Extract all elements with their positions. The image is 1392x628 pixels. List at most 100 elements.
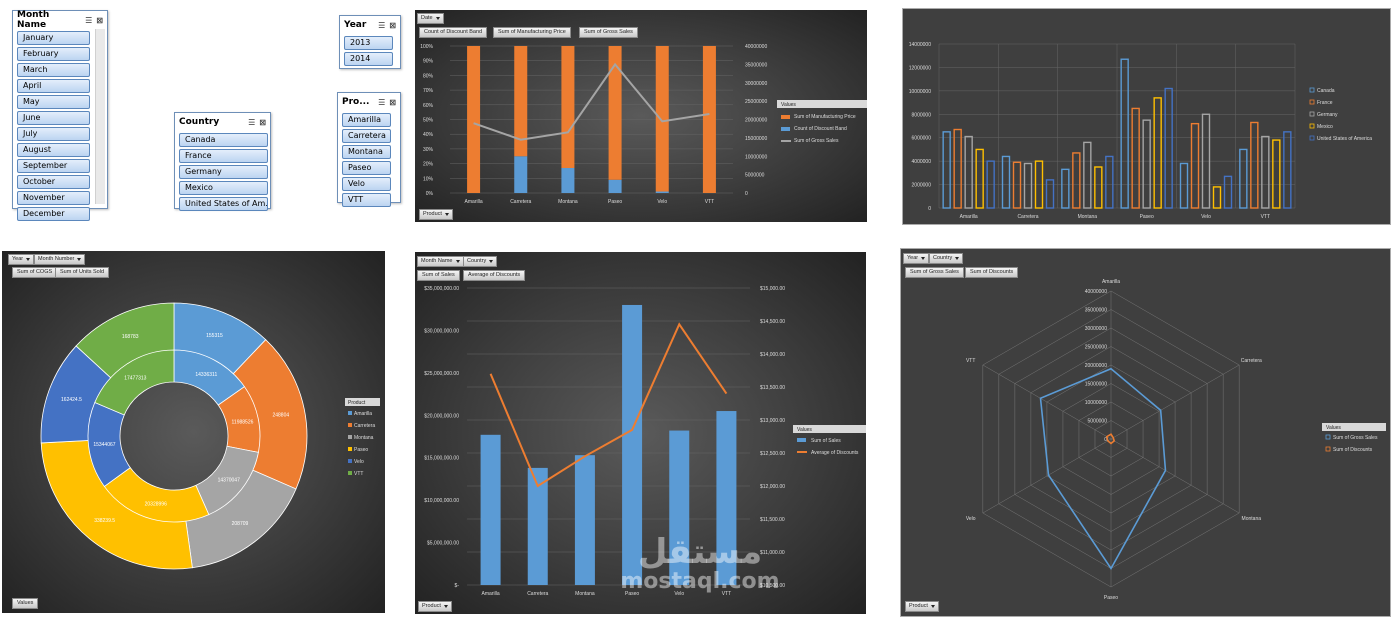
- sum-gross-sales-button[interactable]: Sum of Gross Sales: [905, 267, 964, 278]
- country-bar: [1001, 155, 1011, 209]
- sales-bar: [716, 411, 737, 585]
- y-tick-label: 40%: [423, 132, 434, 138]
- slicer-item[interactable]: Germany: [179, 165, 268, 179]
- multi-select-icon[interactable]: ☰: [85, 15, 93, 25]
- country-slicer-items: Canada France Germany Mexico United States o…: [175, 133, 270, 211]
- slicer-item[interactable]: April: [17, 79, 90, 93]
- sum-units-sold-button[interactable]: Sum of Units Sold: [55, 267, 110, 278]
- sum-cogs-button[interactable]: Sum of COGS: [12, 267, 58, 278]
- donut-slice: [103, 467, 210, 523]
- y2-tick-label: 20000000: [745, 118, 767, 124]
- legend-label: Germany: [1317, 112, 1338, 118]
- count-discount-band-button[interactable]: Count of Discount Band: [419, 27, 488, 38]
- y2-tick-label: 40000000: [745, 44, 767, 50]
- legend-label: France: [1317, 100, 1333, 106]
- y-tick-label: $25,000,000.00: [424, 371, 459, 377]
- product-axis-button[interactable]: Product: [418, 601, 452, 612]
- clear-filter-icon[interactable]: ⊠: [389, 97, 396, 107]
- multi-select-icon[interactable]: ☰: [378, 20, 386, 30]
- donut-slice: [195, 445, 259, 516]
- sum-discounts-button[interactable]: Sum of Discounts: [965, 267, 1019, 278]
- slicer-item[interactable]: Mexico: [179, 181, 268, 195]
- radar-gridline: [1014, 327, 1208, 551]
- manufacturing-bar: [467, 46, 481, 193]
- y-tick-label: 0%: [426, 191, 434, 197]
- country-bar: [1072, 152, 1081, 209]
- legend-label: Canada: [1317, 88, 1335, 94]
- y-tick-label: $10,000,000.00: [424, 498, 459, 504]
- month-name-filter-button[interactable]: Month Name: [417, 256, 464, 267]
- multi-select-icon[interactable]: ☰: [248, 117, 256, 127]
- y-tick-label: 8000000: [912, 112, 932, 118]
- slicer-item[interactable]: Carretera: [342, 129, 391, 143]
- sales-bar: [527, 467, 548, 585]
- country-filter-button[interactable]: Country: [929, 253, 964, 264]
- radar-spoke: [1110, 438, 1240, 514]
- x-tick-label: Paseo: [625, 591, 639, 597]
- slicer-item[interactable]: October: [17, 175, 90, 189]
- multi-select-icon[interactable]: ☰: [378, 97, 386, 107]
- date-filter-button[interactable]: Date: [417, 13, 444, 24]
- slicer-item[interactable]: Velo: [342, 177, 391, 191]
- discount-bar: [608, 179, 622, 193]
- product-axis-button[interactable]: Product: [419, 209, 453, 220]
- clear-filter-icon[interactable]: ⊠: [96, 15, 103, 25]
- slicer-item[interactable]: France: [179, 149, 268, 163]
- slicer-item[interactable]: August: [17, 143, 90, 157]
- legend-swatch: [1309, 123, 1315, 129]
- year-filter-button[interactable]: Year: [8, 254, 35, 265]
- country-filter-button[interactable]: Country: [463, 256, 498, 267]
- slicer-item[interactable]: Amarilla: [342, 113, 391, 127]
- y-tick-label: 0: [928, 206, 931, 212]
- product-axis-button[interactable]: Product: [905, 601, 939, 612]
- sum-sales-button[interactable]: Sum of Sales: [417, 270, 460, 281]
- legend-title: Values: [1326, 425, 1341, 431]
- country-bar: [1120, 58, 1129, 209]
- slicer-item[interactable]: February: [17, 47, 90, 61]
- donut-value-label: 168783: [122, 334, 139, 340]
- legend-swatch: [1325, 446, 1331, 452]
- slicer-item[interactable]: November: [17, 191, 90, 205]
- y-tick-label: 20%: [423, 162, 434, 168]
- radar-axis-label: Velo: [966, 516, 976, 522]
- country-bar: [953, 128, 962, 209]
- sum-gross-sales-button[interactable]: Sum of Gross Sales: [579, 27, 638, 38]
- chart4-svg: $10,500.00 $11,000.00 $11,500.00 $12,000.00…: [424, 286, 866, 597]
- slicer-item[interactable]: VTT: [342, 193, 391, 207]
- legend-label: Count of Discount Band: [794, 126, 847, 132]
- slicer-item[interactable]: June: [17, 111, 90, 125]
- legend-swatch: [348, 411, 352, 415]
- slicer-item[interactable]: December: [17, 207, 90, 221]
- values-button[interactable]: Values: [12, 598, 39, 609]
- chart-cogs-units-donut: Values 155315 248804 208709 338239.5 162424.…: [2, 251, 385, 613]
- slicer-item[interactable]: 2014: [344, 52, 393, 66]
- product-slicer: Pro... ☰ ⊠ Amarilla Carretera Montana Paseo V…: [337, 92, 401, 207]
- y2-tick-label: $12,500.00: [760, 451, 785, 457]
- slicer-item[interactable]: 2013: [344, 36, 393, 50]
- slicer-item[interactable]: May: [17, 95, 90, 109]
- clear-filter-icon[interactable]: ⊠: [389, 20, 396, 30]
- slicer-item[interactable]: July: [17, 127, 90, 141]
- clear-filter-icon[interactable]: ⊠: [259, 117, 266, 127]
- average-discounts-button[interactable]: Average of Discounts: [463, 270, 526, 281]
- sum-manufacturing-price-button[interactable]: Sum of Manufacturing Price: [493, 27, 571, 38]
- radar-tick-label: 5000000: [1088, 419, 1108, 425]
- slicer-item[interactable]: Canada: [179, 133, 268, 147]
- donut-slice: [173, 302, 267, 376]
- legend-swatch: [1325, 434, 1331, 440]
- year-filter-button[interactable]: Year: [903, 253, 930, 264]
- slicer-scrollbar[interactable]: [95, 29, 105, 204]
- month-number-filter-button[interactable]: Month Number: [34, 254, 86, 265]
- slicer-item[interactable]: September: [17, 159, 90, 173]
- y2-tick-label: $12,000.00: [760, 484, 785, 490]
- slicer-item[interactable]: Montana: [342, 145, 391, 159]
- y2-tick-label: 0: [745, 191, 748, 197]
- slicer-item[interactable]: March: [17, 63, 90, 77]
- y2-tick-label: $13,000.00: [760, 418, 785, 424]
- y-tick-label: $15,000,000.00: [424, 456, 459, 462]
- slicer-item[interactable]: Paseo: [342, 161, 391, 175]
- x-tick-label: Velo: [1201, 214, 1211, 220]
- slicer-item[interactable]: United States of Am...: [179, 197, 268, 211]
- slicer-item[interactable]: January: [17, 31, 90, 45]
- donut-value-label: 338239.5: [94, 518, 115, 524]
